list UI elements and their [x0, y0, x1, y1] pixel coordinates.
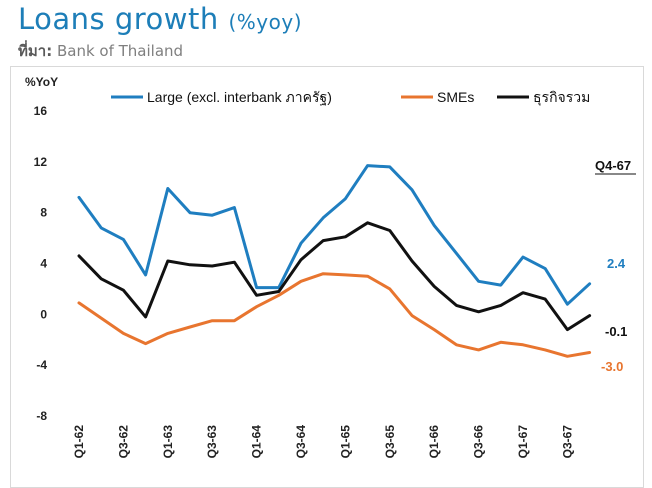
title-text: Loans growth: [18, 2, 219, 36]
chart-panel: %YoY Large (excl. interbank ภาครัฐ) SMEs…: [10, 66, 644, 488]
source-note: ที่มา: Bank of Thailand: [18, 39, 183, 63]
y-tick-label: -4: [36, 358, 47, 372]
x-tick-label: Q1-64: [250, 425, 264, 459]
x-tick-label: Q3-62: [116, 425, 130, 459]
y-tick-label: 4: [40, 257, 47, 271]
total-last-value: -0.1: [605, 324, 627, 339]
x-tick-label: Q3-66: [472, 425, 486, 459]
legend-label-smes: SMEs: [437, 89, 474, 105]
x-axis: Q1-62 Q3-62 Q1-63 Q3-63 Q1-64 Q3-64 Q1-65 Q3-65…: [72, 425, 574, 459]
large-last-value: 2.4: [607, 256, 626, 271]
y-tick-label: 12: [34, 155, 48, 169]
y-tick-label: -8: [36, 409, 47, 423]
smes-last-value: -3.0: [601, 359, 623, 374]
title-unit: (%yoy): [228, 10, 303, 34]
series-line-large: [77, 164, 592, 306]
y-axis-label: %YoY: [25, 75, 58, 89]
y-tick-label: 16: [34, 104, 48, 118]
legend: Large (excl. interbank ภาครัฐ) SMEs ธุรก…: [111, 89, 590, 106]
x-tick-label: Q3-67: [560, 425, 574, 459]
x-tick-label: Q1-62: [72, 425, 86, 459]
series-line-total: [77, 221, 592, 332]
page-title: Loans growth (%yoy): [18, 2, 302, 36]
x-tick-label: Q3-64: [294, 425, 308, 459]
series-line-smes: [77, 272, 592, 358]
x-tick-label: Q1-65: [338, 425, 352, 459]
legend-label-total: ธุรกิจรวม: [533, 89, 590, 106]
x-tick-label: Q1-67: [516, 425, 530, 459]
period-label: Q4-67: [595, 158, 631, 173]
y-axis: -8 -4 0 4 8 12 16: [34, 104, 48, 423]
end-annotations: Q4-67 2.4 -0.1 -3.0: [595, 158, 636, 374]
source-text: Bank of Thailand: [52, 42, 184, 60]
legend-label-large: Large (excl. interbank ภาครัฐ): [147, 89, 332, 106]
y-tick-label: 0: [40, 307, 47, 321]
series-lines: [77, 164, 592, 358]
x-tick-label: Q1-63: [161, 425, 175, 459]
x-tick-label: Q1-66: [427, 425, 441, 459]
x-tick-label: Q3-63: [205, 425, 219, 459]
loans-growth-chart: %YoY Large (excl. interbank ภาครัฐ) SMEs…: [25, 75, 636, 459]
y-tick-label: 8: [40, 206, 47, 220]
source-label: ที่มา:: [18, 42, 53, 60]
x-tick-label: Q3-65: [383, 425, 397, 459]
